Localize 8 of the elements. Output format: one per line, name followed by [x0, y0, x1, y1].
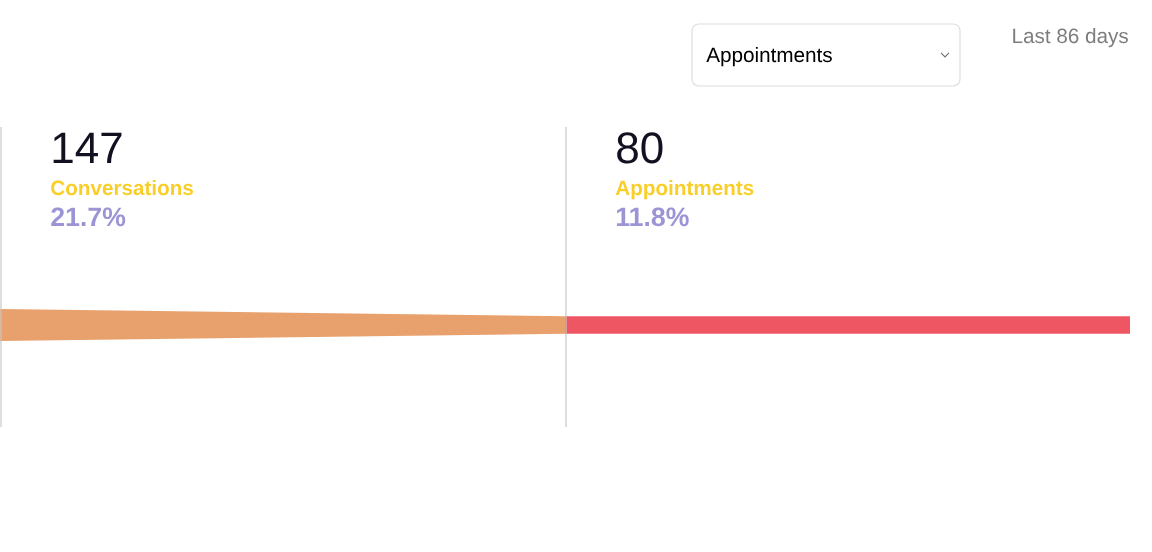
category-label: Appointments — [615, 180, 754, 200]
data-label: 80 — [617, 132, 663, 164]
category-label: Conversations — [51, 180, 193, 196]
text: Last 86 days — [1013, 28, 1128, 48]
text: 11.8% — [616, 207, 689, 227]
data-label: 147 — [53, 132, 122, 163]
text: 21.7% — [51, 207, 126, 227]
text: Appointments — [706, 47, 832, 67]
